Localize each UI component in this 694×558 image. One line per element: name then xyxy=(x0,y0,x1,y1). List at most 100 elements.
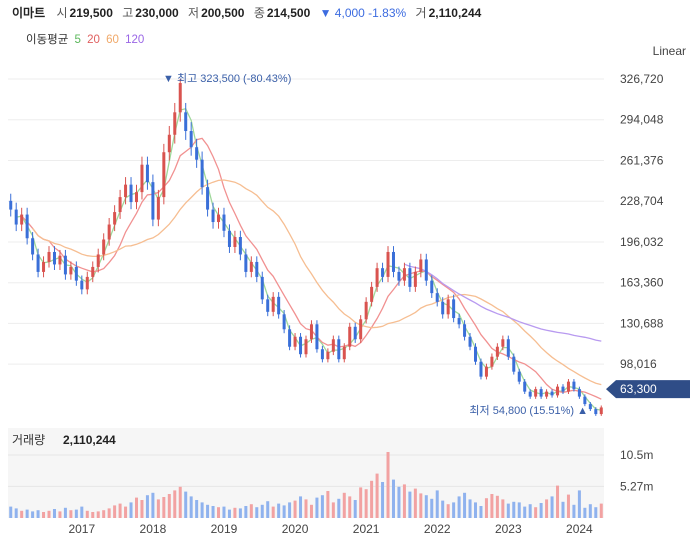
candle-body xyxy=(353,326,357,340)
candle-body xyxy=(386,251,390,277)
candle-body xyxy=(577,389,581,397)
volume-bar xyxy=(91,512,95,518)
candle-body xyxy=(271,296,275,312)
candle-body xyxy=(266,299,270,312)
open-value: 219,500 xyxy=(69,6,113,20)
candle-body xyxy=(588,404,592,410)
candle-body xyxy=(277,296,281,315)
y-tick-label: 228,704 xyxy=(620,194,664,208)
volume-bar xyxy=(63,507,67,518)
y-tick-label: 163,360 xyxy=(620,276,664,290)
ma-60[interactable]: 60 xyxy=(106,34,119,46)
volume-bar xyxy=(566,494,570,518)
candle-body xyxy=(430,280,434,294)
volume-bar xyxy=(200,502,204,518)
moving-average-label: 이동평균 xyxy=(26,34,69,46)
candle-body xyxy=(413,271,417,287)
volume-bar xyxy=(468,499,472,518)
candle-body xyxy=(435,293,439,302)
volume-bar xyxy=(134,497,138,518)
moving-average-legend[interactable]: 이동평균 5 20 60 120 xyxy=(26,31,147,47)
candle-body xyxy=(566,381,570,392)
candle-body xyxy=(282,314,286,330)
candle-body xyxy=(512,356,516,372)
volume-value: 2,110,244 xyxy=(428,6,482,20)
candle-body xyxy=(528,391,532,397)
candle-body xyxy=(391,251,395,272)
volume-bar xyxy=(14,508,18,518)
ma-5[interactable]: 5 xyxy=(74,34,81,46)
x-tick-label: 2019 xyxy=(211,522,238,536)
candle-body xyxy=(320,349,324,360)
volume-bar xyxy=(479,506,483,518)
volume-bar xyxy=(446,504,450,518)
ma-20[interactable]: 20 xyxy=(87,34,100,46)
candle-body xyxy=(479,361,483,377)
volume-bar xyxy=(304,499,308,518)
candle-body xyxy=(52,251,56,265)
low-annotation: 최저 54,800 (15.51%) ▲ xyxy=(469,404,588,417)
volume-bar xyxy=(184,491,188,518)
volume-bar xyxy=(58,511,62,518)
candle-body xyxy=(124,184,128,198)
volume-bar xyxy=(577,490,581,518)
volume-bar xyxy=(217,507,221,518)
scale-toggle[interactable]: Linear xyxy=(652,44,686,58)
candle-body xyxy=(539,389,543,397)
volume-bar xyxy=(288,502,292,518)
candle-body xyxy=(304,339,308,355)
volume-bar xyxy=(309,504,313,518)
volume-bar xyxy=(315,497,319,518)
volume-bar xyxy=(463,492,467,518)
volume-bar xyxy=(244,506,248,518)
candle-body xyxy=(572,381,576,390)
candle-body xyxy=(102,239,106,255)
candle-body xyxy=(457,318,461,325)
candle-body xyxy=(36,254,40,272)
candle-body xyxy=(381,268,385,277)
volume-bar xyxy=(539,503,543,518)
candle-body xyxy=(107,224,111,240)
candle-body xyxy=(69,266,73,275)
candle-body xyxy=(20,214,24,225)
candle-body xyxy=(63,255,67,275)
volume-bar xyxy=(441,500,445,518)
candle-body xyxy=(249,261,253,272)
candle-body xyxy=(162,152,166,198)
volume-bar xyxy=(145,495,149,518)
candle-body xyxy=(113,212,117,225)
volume-bar xyxy=(124,506,128,518)
volume-bar xyxy=(364,489,368,518)
candle-body xyxy=(31,238,35,255)
volume-bar xyxy=(413,488,417,518)
candle-body xyxy=(288,329,292,347)
volume-title: 거래량 xyxy=(12,433,45,447)
close-label: 종 xyxy=(253,6,265,20)
volume-bar xyxy=(102,510,106,518)
moving-average-line xyxy=(32,179,602,386)
volume-bar xyxy=(528,504,532,518)
candle-body xyxy=(74,266,78,281)
volume-bar xyxy=(523,506,527,518)
low-value: 200,500 xyxy=(201,6,245,20)
candle-body xyxy=(599,407,603,415)
volume-tick-label: 5.27m xyxy=(620,479,653,493)
volume-bar xyxy=(474,502,478,518)
volume-bar xyxy=(20,510,24,518)
volume-bar xyxy=(397,486,401,518)
candle-body xyxy=(556,386,560,396)
volume-bar xyxy=(238,508,242,518)
volume-bar xyxy=(233,507,237,518)
candle-body xyxy=(326,351,330,360)
ma-120[interactable]: 120 xyxy=(125,34,145,46)
volume-bar xyxy=(331,502,335,518)
volume-bar xyxy=(260,504,264,518)
candle-body xyxy=(145,164,149,183)
volume-bar xyxy=(85,510,89,518)
candle-body xyxy=(501,339,505,347)
volume-bar xyxy=(359,487,363,518)
high-value: 230,000 xyxy=(135,6,179,20)
volume-bar xyxy=(293,500,297,518)
volume-bar xyxy=(594,507,598,518)
